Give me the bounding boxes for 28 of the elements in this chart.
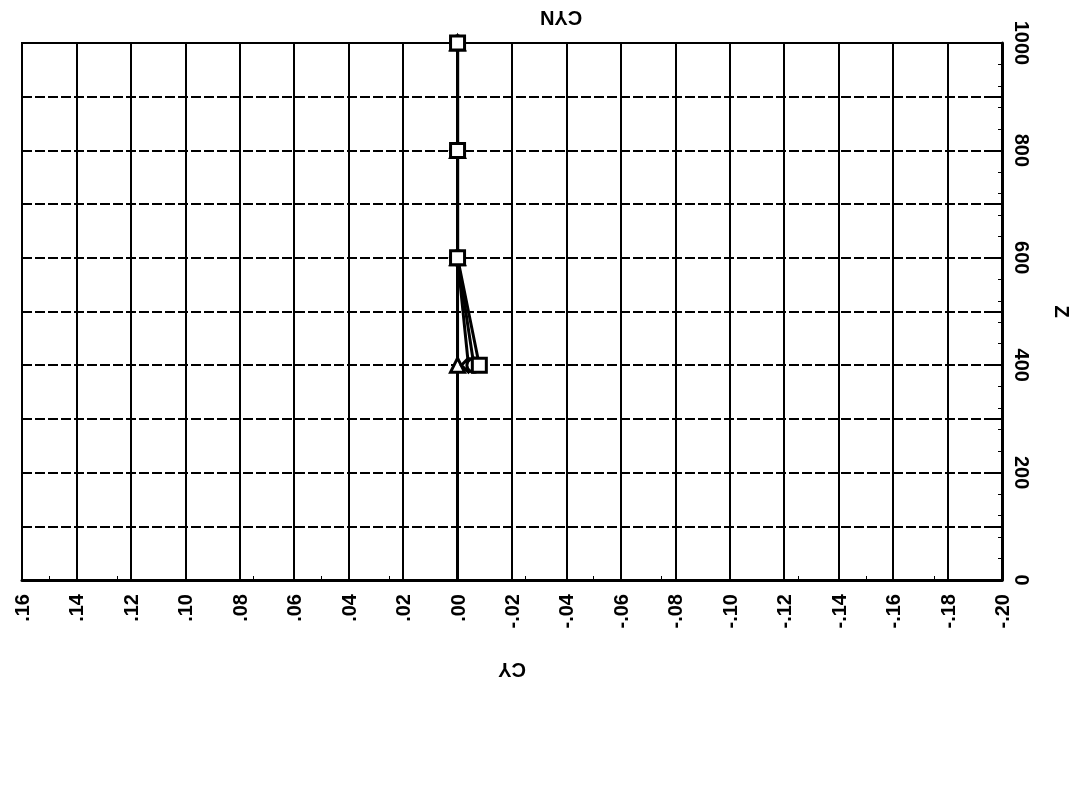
chart-title: CYN <box>540 7 583 29</box>
y-tick-label: 0 <box>1011 574 1033 586</box>
y-tick-label: 200 <box>1011 455 1033 490</box>
x-tick-label: -.10 <box>718 594 741 629</box>
x-tick-label: .02 <box>392 594 415 622</box>
y-tick-label: 800 <box>1011 133 1033 168</box>
x-tick-label: -.12 <box>773 594 796 629</box>
x-tick-label: .08 <box>228 594 251 622</box>
y-axis-title: Z <box>1051 305 1073 318</box>
x-tick-label: -.02 <box>501 594 523 629</box>
x-tick-label: -.08 <box>664 594 687 629</box>
x-tick-label: -.06 <box>609 594 632 629</box>
x-tick-label: .14 <box>65 593 88 622</box>
y-tick-label: 1000 <box>1011 20 1033 66</box>
y-tick-label: 600 <box>1011 241 1033 275</box>
x-tick-label: -.14 <box>827 593 850 629</box>
x-tick-label: .12 <box>119 594 142 622</box>
x-tick-label: .06 <box>283 594 306 622</box>
x-tick-label: .10 <box>174 594 197 622</box>
x-tick-label: .00 <box>446 594 469 622</box>
x-tick-label: .16 <box>11 594 33 622</box>
x-tick-label: -.04 <box>555 593 578 629</box>
x-tick-label: -.16 <box>882 594 905 629</box>
x-tick-label: -.18 <box>936 594 959 629</box>
x-axis-title: CY <box>497 659 526 681</box>
y-tick-label: 400 <box>1011 348 1033 382</box>
x-tick-label: .04 <box>337 593 360 622</box>
x-tick-label: -.20 <box>991 594 1013 629</box>
